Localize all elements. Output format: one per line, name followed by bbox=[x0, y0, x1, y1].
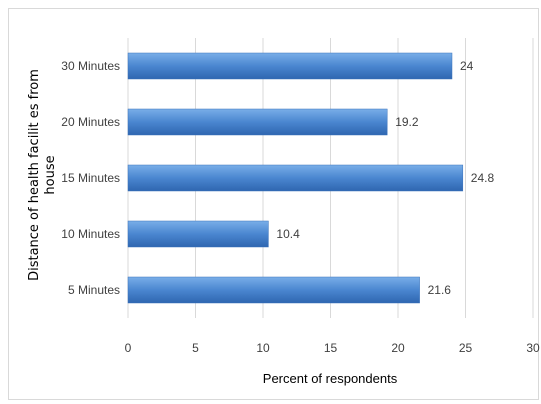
data-label: 10.4 bbox=[276, 227, 300, 241]
x-tick-label: 15 bbox=[324, 341, 338, 355]
data-label: 24 bbox=[460, 59, 474, 73]
x-tick-label: 5 bbox=[192, 341, 199, 355]
category-label: 10 Minutes bbox=[61, 227, 120, 241]
y-axis-title-line-1: Distance of health facilit es from bbox=[27, 69, 42, 281]
x-tick-label: 25 bbox=[459, 341, 473, 355]
bar bbox=[127, 52, 453, 80]
bar bbox=[127, 276, 420, 304]
data-label: 24.8 bbox=[471, 171, 495, 185]
category-label: 30 Minutes bbox=[61, 59, 120, 73]
category-label: 15 Minutes bbox=[61, 171, 120, 185]
y-axis-title-line-2: house bbox=[43, 155, 58, 194]
x-axis-title: Percent of respondents bbox=[263, 371, 398, 386]
bar bbox=[127, 164, 464, 192]
data-label: 19.2 bbox=[395, 115, 419, 129]
x-tick-label: 0 bbox=[125, 341, 132, 355]
category-label: 5 Minutes bbox=[68, 283, 120, 297]
category-label: 20 Minutes bbox=[61, 115, 120, 129]
x-tick-label: 10 bbox=[256, 341, 270, 355]
x-tick-label: 20 bbox=[391, 341, 405, 355]
x-tick-label: 30 bbox=[526, 341, 540, 355]
bar bbox=[127, 220, 269, 248]
data-label: 21.6 bbox=[428, 283, 452, 297]
bar bbox=[127, 108, 388, 136]
